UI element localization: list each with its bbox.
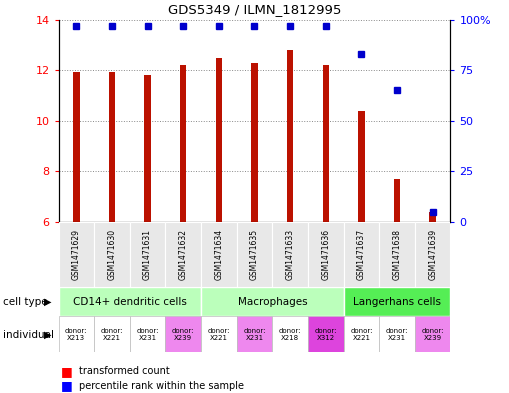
Text: percentile rank within the sample: percentile rank within the sample: [79, 381, 244, 391]
Text: cell type: cell type: [3, 297, 47, 307]
Text: GSM1471633: GSM1471633: [286, 229, 295, 280]
Bar: [430, 212, 436, 222]
Bar: [165, 222, 201, 287]
Bar: [165, 316, 201, 352]
Text: donor:
X239: donor: X239: [172, 327, 194, 341]
Bar: [180, 65, 186, 222]
Title: GDS5349 / ILMN_1812995: GDS5349 / ILMN_1812995: [168, 3, 341, 16]
Bar: [287, 50, 293, 222]
Bar: [216, 58, 222, 222]
Text: GSM1471634: GSM1471634: [214, 229, 223, 280]
Bar: [344, 287, 450, 316]
Text: transformed count: transformed count: [79, 366, 169, 376]
Text: ■: ■: [61, 379, 73, 393]
Text: ▶: ▶: [44, 297, 51, 307]
Bar: [145, 75, 151, 222]
Text: donor:
X218: donor: X218: [279, 327, 301, 341]
Bar: [94, 222, 130, 287]
Text: GSM1471631: GSM1471631: [143, 229, 152, 280]
Text: GSM1471632: GSM1471632: [179, 229, 188, 280]
Text: GSM1471635: GSM1471635: [250, 229, 259, 280]
Bar: [59, 287, 201, 316]
Text: GSM1471639: GSM1471639: [428, 229, 437, 280]
Bar: [344, 222, 379, 287]
Text: Langerhans cells: Langerhans cells: [353, 297, 441, 307]
Bar: [308, 222, 344, 287]
Bar: [415, 316, 450, 352]
Bar: [379, 222, 415, 287]
Bar: [272, 222, 308, 287]
Text: donor:
X221: donor: X221: [208, 327, 230, 341]
Text: ▶: ▶: [44, 330, 51, 340]
Bar: [109, 72, 115, 222]
Bar: [237, 316, 272, 352]
Bar: [59, 316, 94, 352]
Bar: [130, 316, 165, 352]
Text: donor:
X213: donor: X213: [65, 327, 88, 341]
Bar: [130, 222, 165, 287]
Text: GSM1471629: GSM1471629: [72, 229, 81, 280]
Text: individual: individual: [3, 330, 53, 340]
Bar: [323, 65, 329, 222]
Bar: [394, 179, 400, 222]
Bar: [272, 316, 308, 352]
Bar: [59, 222, 94, 287]
Text: donor:
X231: donor: X231: [136, 327, 159, 341]
Text: GSM1471638: GSM1471638: [392, 229, 402, 280]
Text: GSM1471636: GSM1471636: [321, 229, 330, 280]
Text: GSM1471637: GSM1471637: [357, 229, 366, 280]
Text: CD14+ dendritic cells: CD14+ dendritic cells: [73, 297, 187, 307]
Bar: [344, 316, 379, 352]
Bar: [237, 222, 272, 287]
Bar: [251, 62, 258, 222]
Text: donor:
X239: donor: X239: [421, 327, 444, 341]
Text: GSM1471630: GSM1471630: [107, 229, 117, 280]
Bar: [308, 316, 344, 352]
Bar: [73, 72, 79, 222]
Bar: [94, 316, 130, 352]
Text: donor:
X221: donor: X221: [350, 327, 373, 341]
Text: donor:
X312: donor: X312: [315, 327, 337, 341]
Bar: [201, 316, 237, 352]
Text: Macrophages: Macrophages: [238, 297, 307, 307]
Bar: [358, 111, 364, 222]
Bar: [201, 222, 237, 287]
Text: ■: ■: [61, 365, 73, 378]
Text: donor:
X231: donor: X231: [243, 327, 266, 341]
Bar: [201, 287, 344, 316]
Text: donor:
X231: donor: X231: [386, 327, 408, 341]
Bar: [415, 222, 450, 287]
Text: donor:
X221: donor: X221: [101, 327, 123, 341]
Bar: [379, 316, 415, 352]
